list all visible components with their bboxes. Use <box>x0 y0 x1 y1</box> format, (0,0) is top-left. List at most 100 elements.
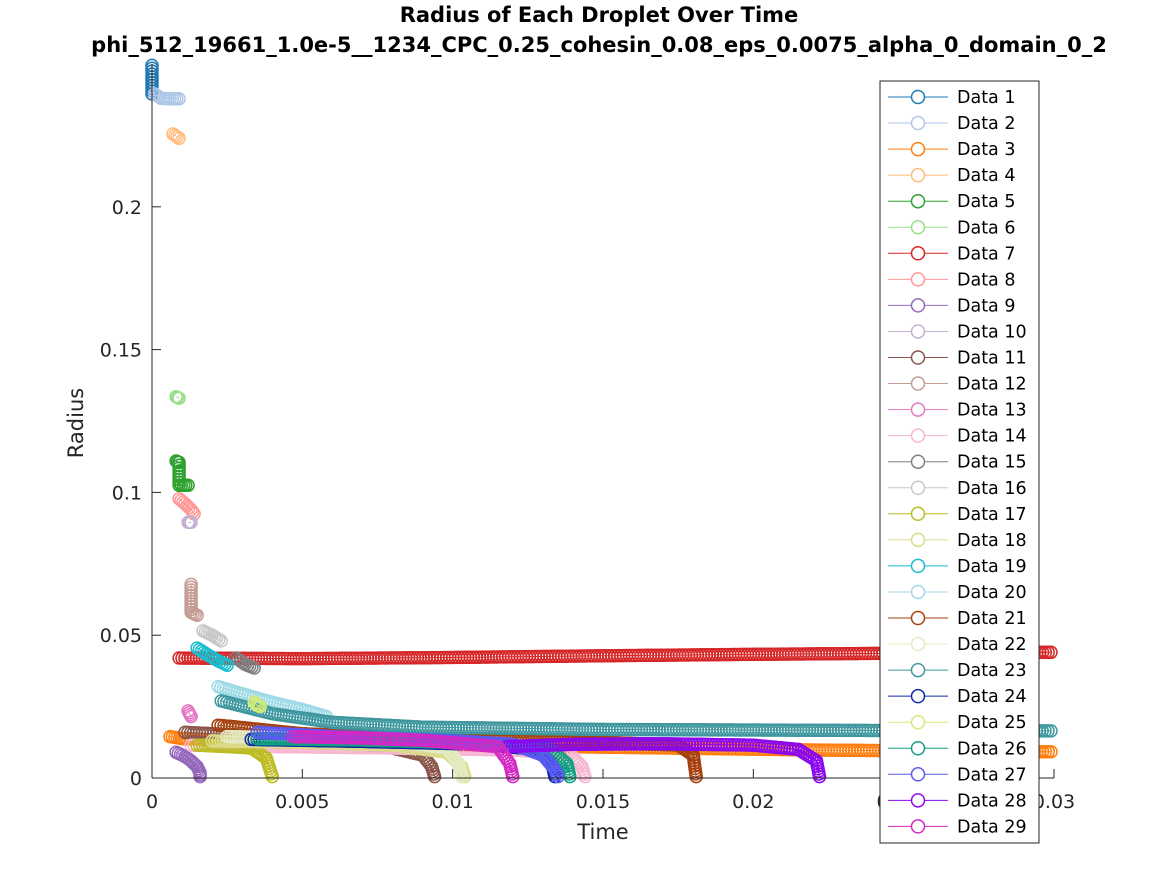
legend-item: Data 9 <box>888 296 1015 316</box>
legend-item: Data 17 <box>888 505 1027 525</box>
legend-label: Data 5 <box>957 192 1015 212</box>
chart-subtitle: phi_512_19661_1.0e-5__1234_CPC_0.25_cohe… <box>91 33 1107 57</box>
legend-item: Data 6 <box>888 218 1015 238</box>
legend-label: Data 27 <box>957 765 1027 785</box>
legend-marker <box>910 506 926 522</box>
series-28 <box>500 736 827 784</box>
legend-marker <box>910 532 926 548</box>
data-point <box>172 92 186 106</box>
legend-item: Data 12 <box>888 375 1027 395</box>
data-point <box>253 699 267 714</box>
legend-marker <box>910 662 926 678</box>
legend-item: Data 20 <box>888 583 1027 603</box>
legend-marker <box>910 610 926 626</box>
series-16 <box>196 624 228 648</box>
legend-item: Data 4 <box>888 166 1015 186</box>
data-point <box>265 769 280 784</box>
legend-marker <box>910 220 926 235</box>
x-axis-label: Time <box>576 820 628 844</box>
legend-item: Data 28 <box>888 791 1027 811</box>
data-point <box>689 769 703 784</box>
legend-item: Data 24 <box>888 687 1027 707</box>
y-tick-label: 0.15 <box>100 340 142 362</box>
legend-marker <box>910 793 926 808</box>
legend-item: Data 14 <box>888 427 1027 447</box>
legend-label: Data 10 <box>957 322 1027 342</box>
legend-marker <box>910 167 926 183</box>
legend-marker <box>910 193 926 209</box>
legend-label: Data 28 <box>957 791 1027 811</box>
data-point <box>1044 645 1058 660</box>
legend-label: Data 20 <box>957 583 1027 603</box>
legend-label: Data 17 <box>957 505 1027 525</box>
series-10 <box>181 515 198 530</box>
legend: Data 1 Data 2 Data 3 Data 4 Data 5 Data 6 Data… <box>879 80 1040 844</box>
legend-marker <box>910 636 926 652</box>
legend-marker <box>910 454 926 469</box>
legend-marker <box>910 741 926 756</box>
legend-label: Data 9 <box>957 296 1015 316</box>
series-line-6 <box>175 396 180 399</box>
data-point <box>454 769 469 784</box>
legend-label: Data 4 <box>957 166 1015 186</box>
data-point <box>168 128 182 143</box>
legend-label: Data 29 <box>957 817 1027 837</box>
series-19 <box>190 641 234 672</box>
legend-marker <box>910 428 926 443</box>
legend-label: Data 3 <box>957 140 1015 160</box>
legend-label: Data 11 <box>957 349 1027 369</box>
data-point <box>190 608 204 622</box>
legend-marker <box>910 714 926 730</box>
series-9 <box>169 745 207 784</box>
legend-label: Data 1 <box>957 88 1015 108</box>
data-point <box>184 502 198 517</box>
legend-marker <box>910 272 926 287</box>
legend-marker <box>910 115 926 131</box>
legend-marker <box>910 141 926 157</box>
legend-item: Data 2 <box>888 114 1015 134</box>
legend-label: Data 15 <box>957 453 1027 473</box>
x-tick-label: 0.01 <box>432 791 474 813</box>
legend-label: Data 22 <box>957 635 1027 655</box>
data-point <box>170 130 184 144</box>
data-point <box>551 769 565 784</box>
data-point <box>212 632 226 647</box>
legend-marker <box>910 558 926 574</box>
legend-item: Data 29 <box>888 817 1027 837</box>
data-point <box>172 391 186 405</box>
legend-item: Data 13 <box>888 401 1027 421</box>
legend-marker <box>910 350 926 365</box>
series-4 <box>166 127 186 146</box>
legend-label: Data 7 <box>957 244 1015 264</box>
legend-item: Data 26 <box>888 739 1027 759</box>
legend-item: Data 10 <box>888 322 1027 342</box>
legend-item: Data 19 <box>888 557 1027 577</box>
x-tick-label: 0.005 <box>275 791 329 813</box>
legend-label: Data 19 <box>957 557 1027 577</box>
series-13 <box>181 704 198 724</box>
legend-marker <box>910 480 926 495</box>
legend-marker <box>910 246 926 261</box>
legend-label: Data 8 <box>957 270 1015 290</box>
legend-item: Data 27 <box>888 765 1027 785</box>
legend-marker <box>910 298 926 313</box>
legend-item: Data 16 <box>888 479 1027 499</box>
data-point <box>184 709 198 724</box>
series-2 <box>148 87 186 106</box>
data-point <box>1044 724 1058 738</box>
legend-item: Data 18 <box>888 531 1027 551</box>
legend-label: Data 25 <box>957 713 1027 733</box>
legend-marker <box>910 688 926 704</box>
legend-label: Data 26 <box>957 739 1027 759</box>
legend-marker <box>910 767 926 782</box>
series-6 <box>169 389 186 405</box>
legend-item: Data 25 <box>888 713 1027 733</box>
data-point <box>1044 744 1058 759</box>
data-point <box>578 769 592 784</box>
series-layer <box>145 58 1058 784</box>
series-25 <box>247 695 267 714</box>
y-tick-label: 0.2 <box>112 197 142 219</box>
data-point <box>184 515 198 530</box>
legend-label: Data 23 <box>957 661 1027 681</box>
series-15 <box>229 651 261 675</box>
